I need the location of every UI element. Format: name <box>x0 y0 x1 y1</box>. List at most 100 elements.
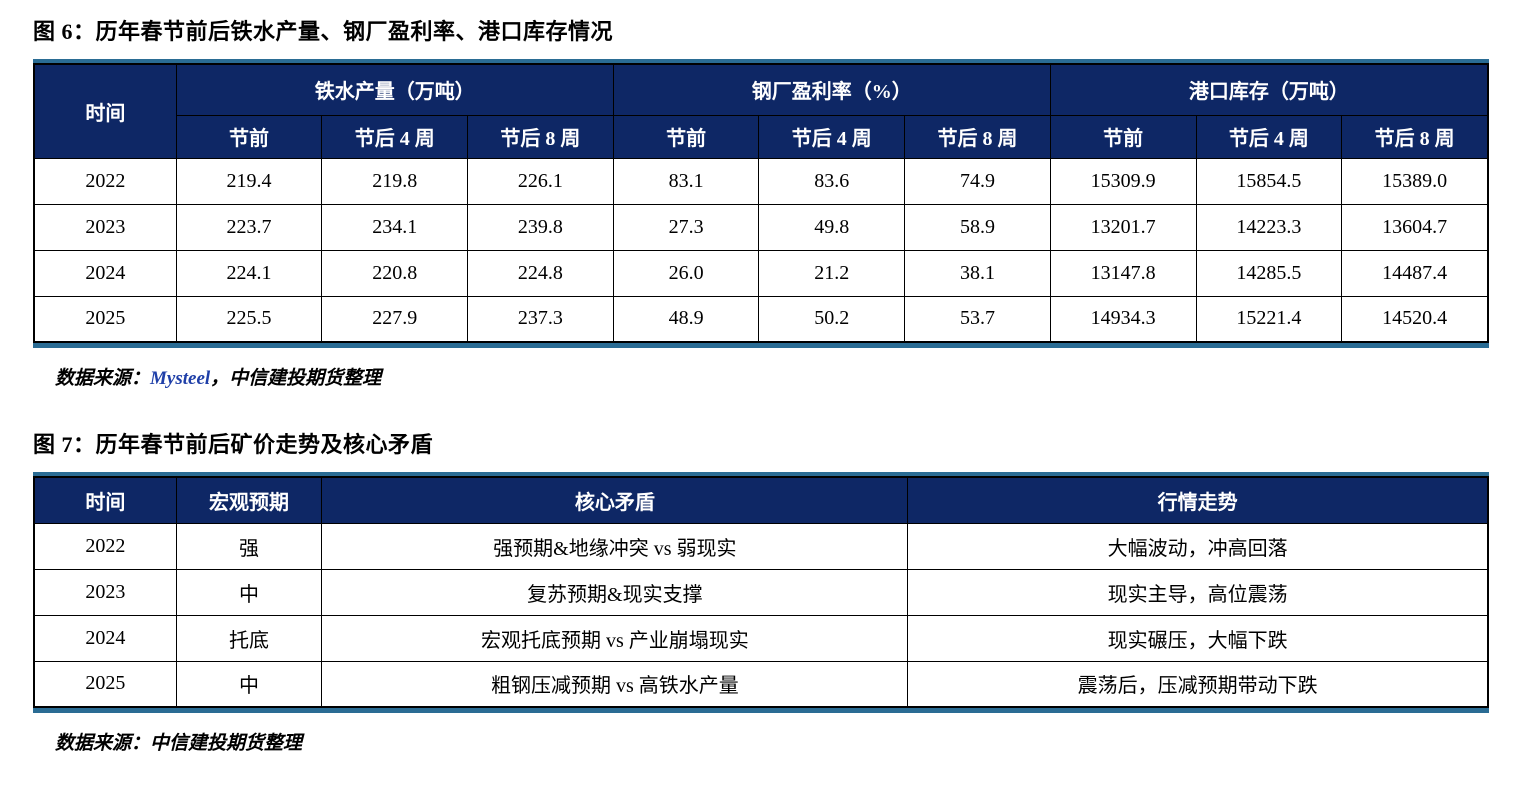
value-cell: 234.1 <box>321 203 469 251</box>
value-cell: 224.1 <box>175 249 323 297</box>
figure6-table-head: 时间 铁水产量（万吨） 钢厂盈利率（%） 港口库存（万吨） 节前 节后 4 周 … <box>33 63 1489 159</box>
subheader-post-4w: 节后 4 周 <box>758 114 906 159</box>
source-suffix: 中信建投期货整理 <box>150 733 303 754</box>
value-cell: 粗钢压减预期 vs 高铁水产量 <box>321 660 909 708</box>
value-cell: 中 <box>175 568 323 616</box>
figure7-table-head: 时间 宏观预期 核心矛盾 行情走势 <box>33 476 1489 524</box>
figure7-source: 数据来源：中信建投期货整理 <box>55 728 1489 755</box>
value-cell: 15309.9 <box>1049 157 1197 205</box>
figure6-title: 图 6：历年春节前后铁水产量、钢厂盈利率、港口库存情况 <box>33 19 614 44</box>
figure6-tbody: 2022 219.4 219.8 226.1 83.1 83.6 74.9 15309.9 15… <box>33 157 1489 343</box>
source-prefix: 数据来源： <box>55 368 151 389</box>
value-cell: 237.3 <box>467 295 614 343</box>
value-cell: 大幅波动，冲高回落 <box>907 522 1489 570</box>
subheader-pre-holiday: 节前 <box>1049 114 1197 159</box>
source-suffix: ，中信建投期货整理 <box>210 368 382 389</box>
value-cell: 托底 <box>175 614 323 662</box>
column-header-time: 时间 <box>33 63 177 159</box>
value-cell: 13147.8 <box>1049 249 1197 297</box>
value-cell: 14223.3 <box>1195 203 1343 251</box>
figure6-source: 数据来源：Mysteel，中信建投期货整理 <box>55 363 1489 390</box>
year-cell: 2023 <box>33 203 177 251</box>
value-cell: 38.1 <box>904 249 1051 297</box>
value-cell: 中 <box>175 660 323 708</box>
year-cell: 2022 <box>33 157 177 205</box>
value-cell: 83.1 <box>612 157 760 205</box>
value-cell: 现实碾压，大幅下跌 <box>907 614 1489 662</box>
figure7-tbody: 2022 强强预期&地缘冲突 vs 弱现实 大幅波动，冲高回落 2023 中复苏预期&现… <box>33 522 1489 708</box>
value-cell: 21.2 <box>758 249 906 297</box>
figure7-table: 时间 宏观预期 核心矛盾 行情走势 2022 强强预期&地缘冲突 vs 弱现实 大幅… <box>33 476 1489 708</box>
value-cell: 48.9 <box>612 295 760 343</box>
value-cell: 震荡后，压减预期带动下跌 <box>907 660 1489 708</box>
figure7-title: 图 7：历年春节前后矿价走势及核心矛盾 <box>33 432 434 457</box>
figure6-table: 时间 铁水产量（万吨） 钢厂盈利率（%） 港口库存（万吨） 节前 节后 4 周 … <box>33 63 1489 343</box>
subheader-post-4w: 节后 4 周 <box>321 114 469 159</box>
value-cell: 15221.4 <box>1195 295 1343 343</box>
value-cell: 15854.5 <box>1195 157 1343 205</box>
value-cell: 53.7 <box>904 295 1051 343</box>
column-header-core-contradiction: 核心矛盾 <box>321 476 909 524</box>
value-cell: 强 <box>175 522 323 570</box>
value-cell: 58.9 <box>904 203 1051 251</box>
source-mysteel: Mysteel <box>150 368 211 389</box>
year-cell: 2024 <box>33 249 177 297</box>
source-prefix: 数据来源： <box>55 733 151 754</box>
table-row: 2024 224.1 220.8 224.8 26.0 21.2 38.1 13147.8 14… <box>33 249 1489 297</box>
column-group-hot-metal-output: 铁水产量（万吨） <box>175 63 614 116</box>
table-row: 2022 219.4 219.8 226.1 83.1 83.6 74.9 15309.9 15… <box>33 157 1489 205</box>
column-header-market-trend: 行情走势 <box>907 476 1489 524</box>
value-cell: 14487.4 <box>1341 249 1489 297</box>
value-cell: 227.9 <box>321 295 469 343</box>
value-cell: 13201.7 <box>1049 203 1197 251</box>
year-cell: 2024 <box>33 614 177 662</box>
value-cell: 14934.3 <box>1049 295 1197 343</box>
table-row: 2024 托底 宏观托底预期 vs 产业崩塌现实 现实碾压，大幅下跌 <box>33 614 1489 662</box>
column-group-port-inventory: 港口库存（万吨） <box>1049 63 1489 116</box>
figure7-table-wrapper: 时间 宏观预期 核心矛盾 行情走势 2022 强强预期&地缘冲突 vs 弱现实 大幅… <box>33 472 1489 713</box>
table-row: 2025 225.5 227.9 237.3 48.9 50.2 53.7 14934.3 15… <box>33 295 1489 343</box>
year-cell: 2023 <box>33 568 177 616</box>
value-cell: 14520.4 <box>1341 295 1489 343</box>
subheader-post-8w: 节后 8 周 <box>904 114 1051 159</box>
column-header-time: 时间 <box>33 476 177 524</box>
value-cell: 现实主导，高位震荡 <box>907 568 1489 616</box>
value-cell: 27.3 <box>612 203 760 251</box>
value-cell: 强预期&地缘冲突 vs 弱现实 <box>321 522 909 570</box>
year-cell: 2025 <box>33 295 177 343</box>
table-row: 2023 223.7 234.1 239.8 27.3 49.8 58.9 13201.7 14… <box>33 203 1489 251</box>
value-cell: 26.0 <box>612 249 760 297</box>
table-row: 2025 中粗钢压减预期 vs 高铁水产量 震荡后，压减预期带动下跌 <box>33 660 1489 708</box>
table-row: 2023 中复苏预期&现实支撑 现实主导，高位震荡 <box>33 568 1489 616</box>
header-group-row: 时间 铁水产量（万吨） 钢厂盈利率（%） 港口库存（万吨） <box>33 63 1489 159</box>
value-cell: 宏观托底预期 vs 产业崩塌现实 <box>321 614 909 662</box>
value-cell: 225.5 <box>175 295 323 343</box>
value-cell: 219.4 <box>175 157 323 205</box>
value-cell: 13604.7 <box>1341 203 1489 251</box>
value-cell: 239.8 <box>467 203 614 251</box>
subheader-post-8w: 节后 8 周 <box>1341 114 1489 159</box>
table-row: 2022 强强预期&地缘冲突 vs 弱现实 大幅波动，冲高回落 <box>33 522 1489 570</box>
column-header-macro-expectation: 宏观预期 <box>175 476 323 524</box>
value-cell: 223.7 <box>175 203 323 251</box>
value-cell: 14285.5 <box>1195 249 1343 297</box>
value-cell: 49.8 <box>758 203 906 251</box>
value-cell: 220.8 <box>321 249 469 297</box>
column-group-mill-profit-ratio: 钢厂盈利率（%） <box>612 63 1051 116</box>
value-cell: 复苏预期&现实支撑 <box>321 568 909 616</box>
value-cell: 15389.0 <box>1341 157 1489 205</box>
subheader-pre-holiday: 节前 <box>175 114 323 159</box>
year-cell: 2025 <box>33 660 177 708</box>
value-cell: 219.8 <box>321 157 469 205</box>
figure6-table-wrapper: 时间 铁水产量（万吨） 钢厂盈利率（%） 港口库存（万吨） 节前 节后 4 周 … <box>33 59 1489 348</box>
value-cell: 50.2 <box>758 295 906 343</box>
subheader-post-8w: 节后 8 周 <box>467 114 614 159</box>
value-cell: 224.8 <box>467 249 614 297</box>
year-cell: 2022 <box>33 522 177 570</box>
value-cell: 74.9 <box>904 157 1051 205</box>
subheader-pre-holiday: 节前 <box>612 114 760 159</box>
subheader-post-4w: 节后 4 周 <box>1195 114 1343 159</box>
header-sub-row: 节前 节后 4 周 节后 8 周 节前 节后 4 周 节后 8 周 节前 节后 … <box>34 114 1489 159</box>
value-cell: 83.6 <box>758 157 906 205</box>
report-page: 图 6：历年春节前后铁水产量、钢厂盈利率、港口库存情况 时间 铁水产量（万吨） … <box>33 19 1489 755</box>
